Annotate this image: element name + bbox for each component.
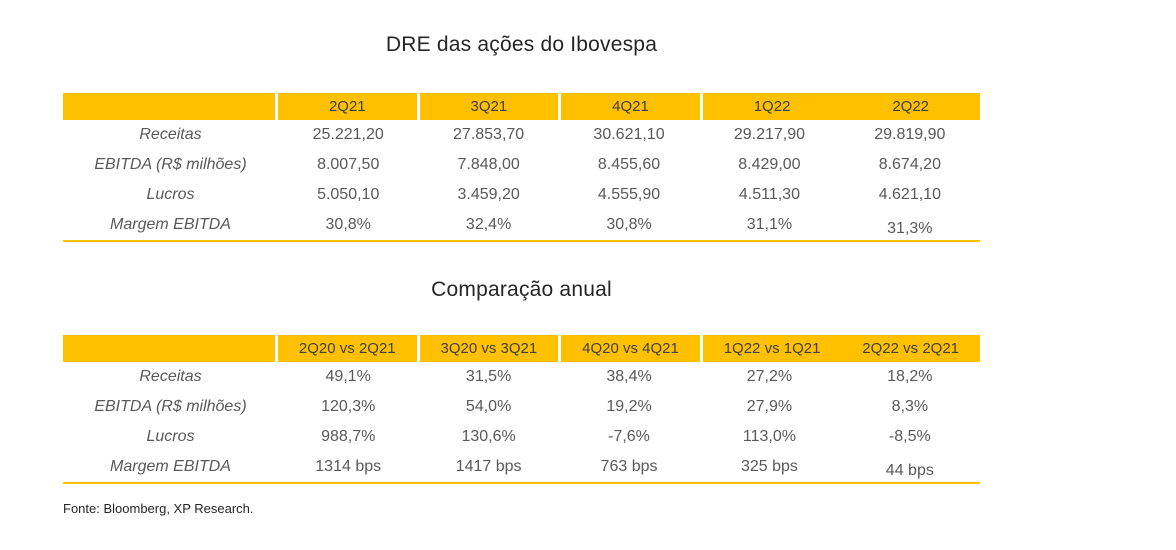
row-label-header-cell: [63, 93, 278, 120]
column-header: 1Q22: [702, 93, 842, 120]
column-header: 2Q21: [278, 93, 420, 120]
cell-value: 8.007,50: [317, 156, 380, 173]
cell-value: 44 bps: [885, 462, 934, 479]
cell-value: 54,0%: [465, 398, 512, 415]
cell-value: 8.674,20: [878, 156, 941, 173]
table-row: EBITDA (R$ milhões) 120,3% 54,0% 19,2% 27,9%…: [63, 392, 980, 422]
row-label: EBITDA (R$ milhões): [94, 398, 247, 415]
table-row: Margem EBITDA 30,8% 32,4% 30,8% 31,1% 31,3%: [63, 210, 980, 240]
cell-value: 30,8%: [325, 216, 371, 233]
dre-table: 2Q21 3Q21 4Q21 1Q22 2Q22 Receitas 25.221,20 27.…: [63, 93, 980, 242]
cell-value: 31,1%: [746, 216, 793, 233]
table-header-row: 2Q21 3Q21 4Q21 1Q22 2Q22: [63, 93, 980, 120]
cell-value: 3.459,20: [457, 186, 520, 203]
source-note: Fonte: Bloomberg, XP Research.: [63, 501, 254, 516]
cell-value: 30.621,10: [593, 126, 665, 143]
cell-value: 30,8%: [606, 216, 652, 233]
row-label: Margem EBITDA: [110, 458, 231, 475]
cell-value: 325 bps: [740, 458, 798, 475]
cell-value: 7.848,00: [457, 156, 520, 173]
comparison-table: 2Q20 vs 2Q21 3Q20 vs 3Q21 4Q20 vs 4Q21 1Q22…: [63, 335, 980, 484]
cell-value: 4.555,90: [597, 186, 661, 203]
table-row: Receitas 25.221,20 27.853,70 30.621,10 29.21…: [63, 120, 980, 150]
cell-value: 988,7%: [321, 428, 376, 445]
cell-value: 113,0%: [742, 428, 796, 445]
column-header: 3Q20 vs 3Q21: [419, 335, 562, 362]
column-header: 2Q20 vs 2Q21: [278, 335, 420, 362]
column-header: 4Q20 vs 4Q21: [561, 335, 703, 362]
cell-value: 4.621,10: [878, 186, 941, 203]
comparison-table-title: Comparação anual: [431, 278, 612, 301]
cell-value: 8.455,60: [597, 156, 661, 173]
row-label: Lucros: [146, 186, 195, 203]
table-header-row: 2Q20 vs 2Q21 3Q20 vs 3Q21 4Q20 vs 4Q21 1Q22…: [63, 335, 980, 362]
cell-value: 763 bps: [600, 458, 658, 475]
column-header: 3Q21: [419, 93, 562, 120]
cell-value: 1314 bps: [315, 458, 382, 475]
cell-value: 29.217,90: [733, 126, 806, 143]
table-row: Receitas 49,1% 31,5% 38,4% 27,2% 18,2%: [63, 362, 980, 392]
table-row: Margem EBITDA 1314 bps 1417 bps 763 bps 325 …: [63, 452, 980, 482]
row-label: EBITDA (R$ milhões): [94, 156, 247, 173]
cell-value: 31,3%: [887, 220, 933, 237]
cell-value: 4.511,30: [738, 186, 800, 203]
cell-value: 25.221,20: [312, 126, 384, 143]
column-header: 4Q21: [561, 93, 703, 120]
dre-table-title: DRE das ações do Ibovespa: [385, 33, 658, 56]
cell-value: 18,2%: [887, 368, 933, 385]
table-row: Lucros 5.050,10 3.459,20 4.555,90 4.511,30 4.…: [63, 180, 980, 210]
cell-value: 5.050,10: [317, 186, 380, 203]
cell-value: 38,4%: [606, 368, 652, 385]
row-label: Margem EBITDA: [110, 216, 231, 233]
row-label: Lucros: [146, 428, 195, 445]
cell-value: 19,2%: [606, 398, 652, 415]
row-label: Receitas: [139, 126, 202, 143]
cell-value: 31,5%: [465, 368, 512, 385]
cell-value: 27.853,70: [453, 126, 525, 143]
report-content: DRE das ações do Ibovespa 2Q21 3Q21 4Q21 1Q…: [63, 0, 980, 517]
cell-value: 27,9%: [746, 398, 793, 415]
row-label: Receitas: [139, 368, 202, 385]
table-row: Lucros 988,7% 130,6% -7,6% 113,0% -8,5%: [63, 422, 980, 452]
table-row: EBITDA (R$ milhões) 8.007,50 7.848,00 8.455…: [63, 150, 980, 180]
cell-value: 27,2%: [746, 368, 793, 385]
cell-value: 49,1%: [325, 368, 371, 385]
column-header: 1Q22 vs 1Q21: [702, 335, 842, 362]
cell-value: 8,3%: [891, 398, 929, 415]
cell-value: 1417 bps: [455, 458, 522, 475]
column-header: 2Q22: [841, 93, 980, 120]
cell-value: 120,3%: [321, 398, 376, 415]
cell-value: 130,6%: [461, 428, 516, 445]
cell-value: -7,6%: [608, 428, 650, 445]
cell-value: 32,4%: [465, 216, 512, 233]
column-header: 2Q22 vs 2Q21: [841, 335, 980, 362]
cell-value: 29.819,90: [874, 126, 946, 143]
row-label-header-cell: [63, 335, 278, 362]
cell-value: -8,5%: [888, 428, 931, 445]
cell-value: 8.429,00: [738, 156, 801, 173]
